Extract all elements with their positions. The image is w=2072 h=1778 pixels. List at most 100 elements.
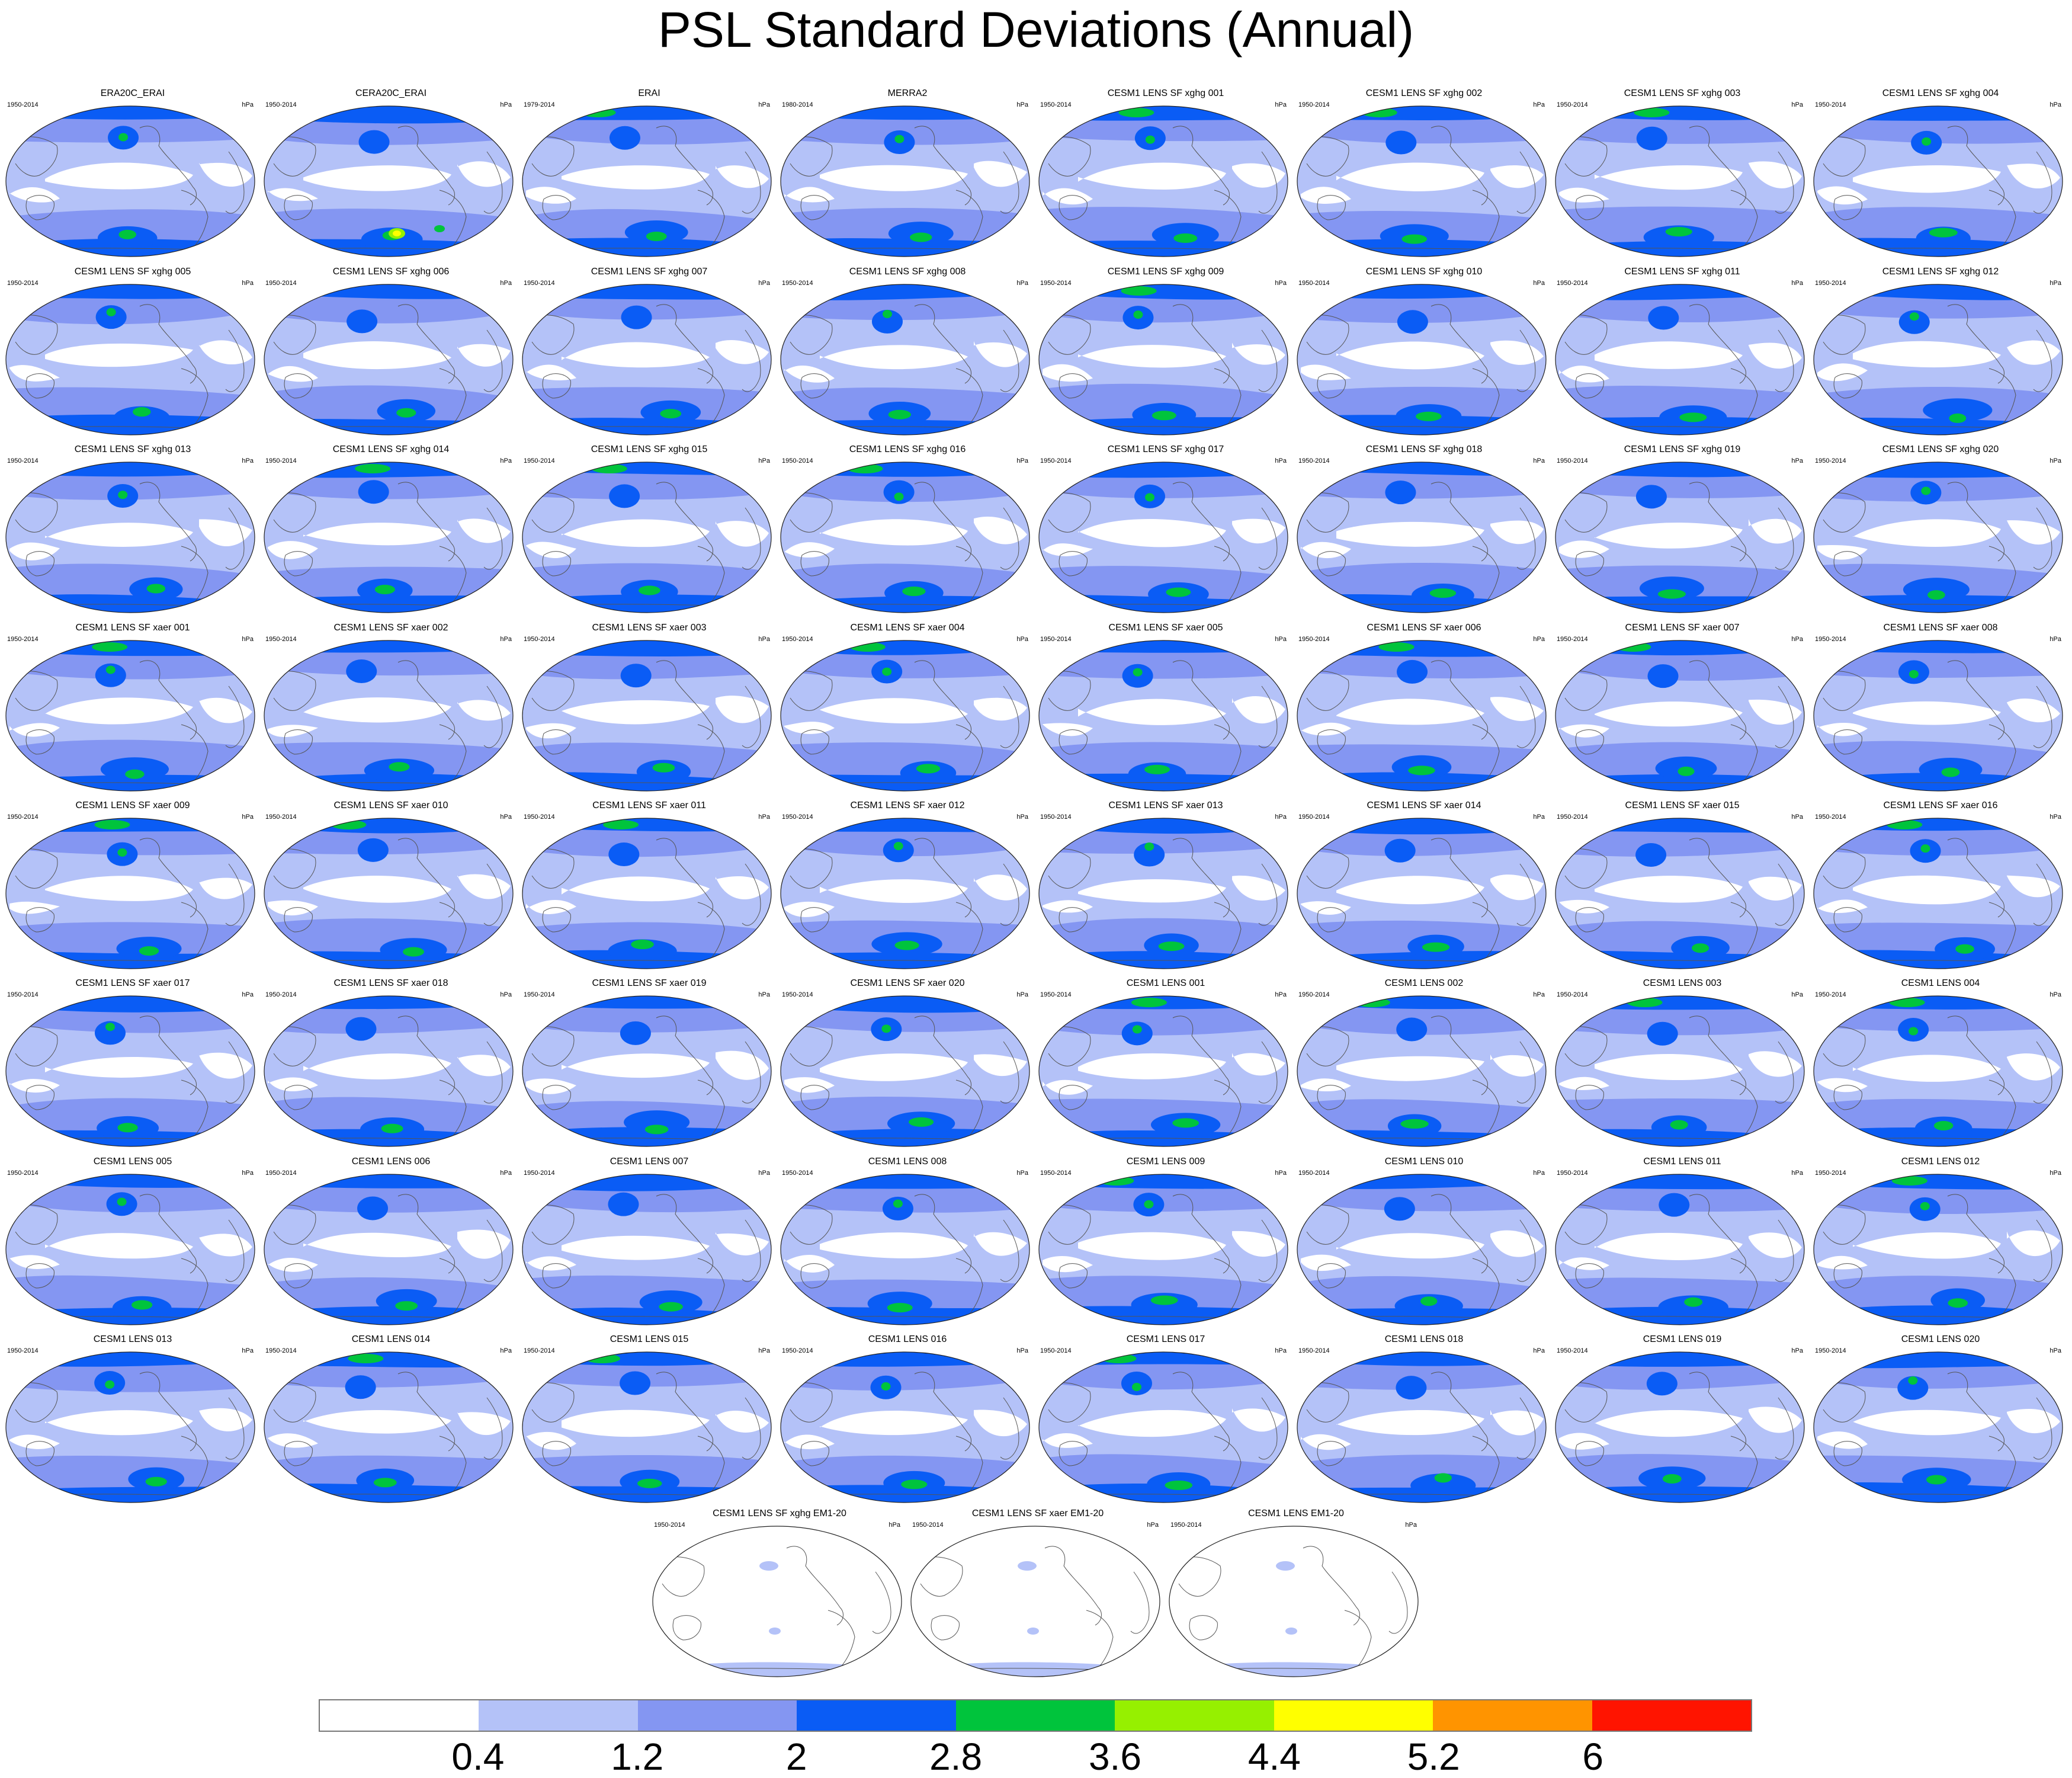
colorbar-tick-label: 2.8: [929, 1735, 983, 1778]
panel-years: 1950-2014: [1557, 813, 1588, 821]
map-panel: CESM1 LENS 011 1950-2014 hPa: [1553, 1156, 1811, 1328]
map-panel: CESM1 LENS SF xaer 003 1950-2014 hPa: [520, 622, 778, 794]
map-panel: CESM1 LENS 014 1950-2014 hPa: [262, 1334, 520, 1505]
panel-units: hPa: [1016, 813, 1028, 821]
panel-title: CESM1 LENS SF xaer 008: [1883, 623, 1998, 633]
panel-years: 1950-2014: [1298, 1347, 1330, 1354]
panel-units: hPa: [2049, 991, 2061, 998]
colorbar-tick-label: 6: [1582, 1735, 1603, 1778]
psl-std-map: [780, 105, 1030, 257]
map-panel: CESM1 LENS SF xaer EM1-20 1950-2014 hPa: [909, 1508, 1167, 1680]
map-panel: CESM1 LENS SF xghg 017 1950-2014 hPa: [1037, 444, 1295, 616]
panel-title: CESM1 LENS SF xghg 020: [1882, 444, 1999, 454]
panel-years: 1950-2014: [782, 636, 813, 643]
map-panel: CESM1 LENS SF xaer 016 1950-2014 hPa: [1811, 800, 2070, 972]
psl-std-map: [264, 818, 514, 969]
panel-years: 1950-2014: [265, 813, 297, 821]
map-panel: CESM1 LENS 020 1950-2014 hPa: [1811, 1334, 2070, 1505]
map-panel: CESM1 LENS SF xghg 012 1950-2014 hPa: [1811, 266, 2070, 438]
map-panel: CESM1 LENS SF xghg 009 1950-2014 hPa: [1037, 266, 1295, 438]
psl-std-map: [264, 462, 514, 613]
panel-title: CESM1 LENS 011: [1643, 1156, 1721, 1167]
panel-years: 1950-2014: [7, 813, 39, 821]
colorbar-swatch: [637, 1700, 797, 1731]
panel-title: CESM1 LENS SF xghg EM1-20: [713, 1508, 846, 1518]
panel-units: hPa: [1791, 280, 1803, 287]
map-panel: CESM1 LENS SF xaer 001 1950-2014 hPa: [4, 622, 262, 794]
psl-std-map: [1038, 1351, 1288, 1503]
panel-title: CESM1 LENS SF xaer 012: [850, 800, 965, 810]
panel-title: CESM1 LENS SF xghg 013: [74, 444, 191, 454]
panel-title: CESM1 LENS 005: [93, 1156, 172, 1167]
map-panel: CESM1 LENS 019 1950-2014 hPa: [1553, 1334, 1811, 1505]
panel-units: hPa: [242, 1170, 254, 1177]
panel-years: 1950-2014: [1298, 457, 1330, 464]
panel-years: 1950-2014: [1815, 457, 1846, 464]
map-panel: CESM1 LENS SF xghg 003 1950-2014 hPa: [1553, 88, 1811, 260]
colorbar-tick-label: 5.2: [1407, 1735, 1460, 1778]
panel-years: 1950-2014: [1557, 636, 1588, 643]
psl-std-map: [264, 284, 514, 435]
panel-units: hPa: [242, 813, 254, 821]
panel-years: 1950-2014: [782, 1347, 813, 1354]
psl-std-map: [1555, 1174, 1805, 1325]
panel-years: 1950-2014: [265, 1170, 297, 1177]
panel-title: CESM1 LENS 012: [1901, 1156, 1980, 1167]
panel-units: hPa: [2049, 813, 2061, 821]
panel-units: hPa: [1275, 280, 1287, 287]
psl-std-map: [1038, 284, 1288, 435]
panel-years: 1950-2014: [1815, 101, 1846, 108]
panel-units: hPa: [758, 457, 770, 464]
panel-title: CESM1 LENS SF xaer 009: [75, 800, 190, 810]
map-panel: CESM1 LENS 017 1950-2014 hPa: [1037, 1334, 1295, 1505]
psl-std-map: [1813, 105, 2063, 257]
panel-years: 1950-2014: [524, 1347, 555, 1354]
panel-years: 1950-2014: [1040, 1170, 1072, 1177]
colorbar-tick-label: 2: [785, 1735, 807, 1778]
map-panel: CESM1 LENS 005 1950-2014 hPa: [4, 1156, 262, 1328]
panel-title: CESM1 LENS 008: [868, 1156, 947, 1167]
panel-title: CESM1 LENS SF xaer 019: [592, 978, 707, 988]
panel-units: hPa: [1275, 1347, 1287, 1354]
panel-title: CESM1 LENS SF xghg 010: [1365, 267, 1483, 277]
psl-std-map: [1555, 640, 1805, 792]
map-panel: CESM1 LENS SF xghg 019 1950-2014 hPa: [1553, 444, 1811, 616]
psl-std-map: [522, 1351, 772, 1503]
psl-std-map: [522, 640, 772, 792]
colorbar-swatch: [955, 1700, 1115, 1731]
panel-title: CESM1 LENS SF xaer 011: [592, 800, 706, 810]
panel-years: 1950-2014: [782, 1170, 813, 1177]
panel-title: CESM1 LENS SF xghg 015: [591, 444, 708, 454]
panel-title: CESM1 LENS SF xghg 006: [332, 267, 450, 277]
colorbar-swatch: [479, 1700, 638, 1731]
panel-title: CESM1 LENS SF xghg 002: [1365, 88, 1483, 98]
panel-years: 1950-2014: [654, 1521, 685, 1529]
panel-years: 1950-2014: [7, 636, 39, 643]
panel-years: 1950-2014: [524, 636, 555, 643]
map-panel: CESM1 LENS SF xghg 007 1950-2014 hPa: [520, 266, 778, 438]
panel-units: hPa: [1533, 1347, 1545, 1354]
panel-title: CESM1 LENS 020: [1901, 1334, 1980, 1344]
panel-title: ERAI: [638, 88, 660, 98]
panel-title: CESM1 LENS 009: [1126, 1156, 1205, 1167]
psl-std-map: [1555, 105, 1805, 257]
psl-std-map: [264, 1351, 514, 1503]
panel-years: 1950-2014: [265, 101, 297, 108]
panel-years: 1950-2014: [1040, 991, 1072, 998]
panel-title: CESM1 LENS SF xghg 014: [332, 444, 450, 454]
panel-title: CESM1 LENS SF xaer 015: [1625, 800, 1740, 810]
map-panel: CESM1 LENS EM1-20 1950-2014 hPa: [1167, 1508, 1425, 1680]
psl-std-map: [1555, 462, 1805, 613]
psl-std-map: [264, 1174, 514, 1325]
panel-title: MERRA2: [887, 88, 928, 98]
panel-years: 1950-2014: [782, 991, 813, 998]
panel-years: 1950-2014: [1557, 280, 1588, 287]
panel-title: CESM1 LENS SF xaer 007: [1625, 623, 1740, 633]
psl-std-map: [1297, 1351, 1547, 1503]
panel-title: CESM1 LENS SF xaer 010: [333, 800, 448, 810]
psl-std-map: [780, 462, 1030, 613]
panel-years: 1950-2014: [1557, 101, 1588, 108]
map-panel: CESM1 LENS 018 1950-2014 hPa: [1295, 1334, 1553, 1505]
psl-std-map: [522, 1174, 772, 1325]
